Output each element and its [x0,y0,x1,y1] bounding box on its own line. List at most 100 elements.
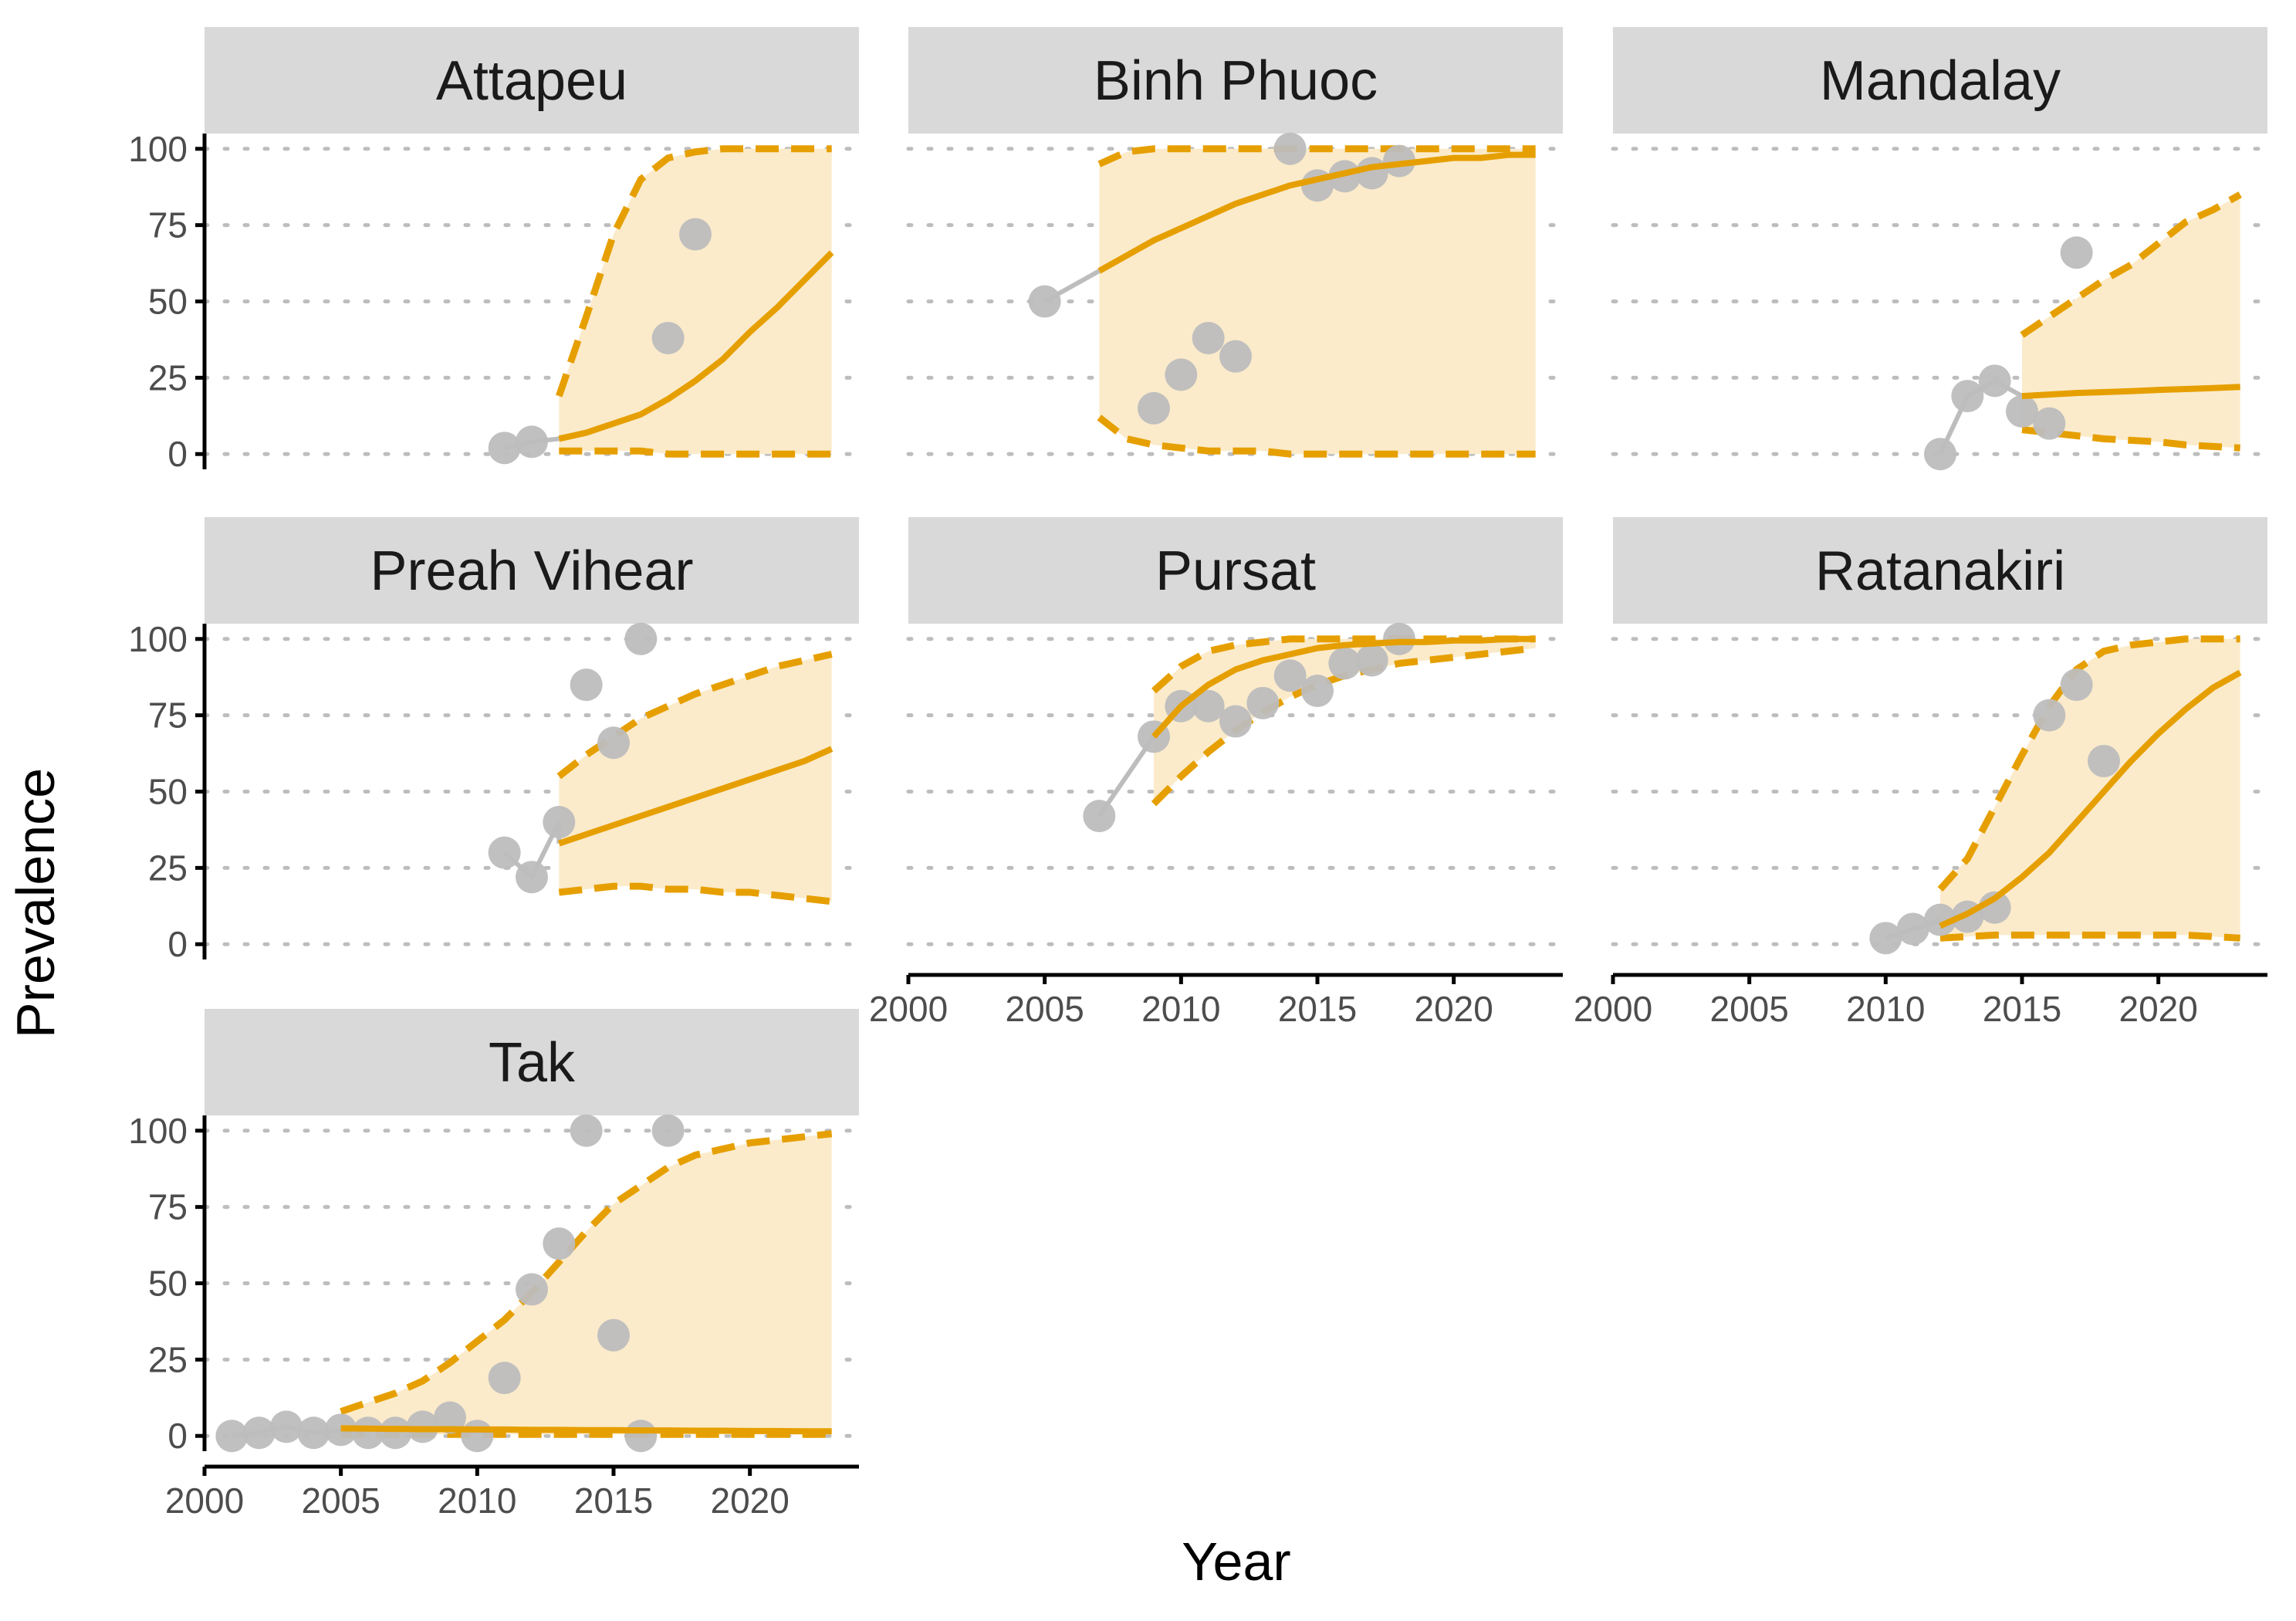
observed-point [1192,321,1225,354]
x-tick-label: 2020 [710,1481,789,1521]
observed-point [1301,675,1334,707]
y-tick-label: 50 [148,282,188,322]
observed-point [297,1416,330,1450]
x-tick-label: 2000 [165,1481,244,1521]
observed-point [597,1318,630,1352]
lower-bound-line-binh-phuoc [1097,415,1536,458]
strip-label-mandalay: Mandalay [1820,50,2061,112]
median-line-attapeu [558,250,834,442]
y-tick-label: 100 [128,619,188,659]
x-tick-label: 2015 [1278,989,1357,1029]
y-tick-label: 50 [148,1264,188,1304]
x-tick-label: 2015 [1983,989,2061,1029]
x-tick-label: 2000 [869,989,948,1029]
panel-binh-phuoc: Binh Phuoc [906,27,1565,458]
x-tick-label: 2005 [1005,989,1084,1029]
observed-point [516,425,548,459]
observed-point [488,1362,521,1395]
observed-point [1165,358,1198,391]
observed-point [1924,903,1956,936]
observed-point [516,861,548,894]
panel-ratanakiri: Ratanakiri 2000 2005 2010 2015 2020 [1574,517,2270,1029]
strip-label-tak: Tak [489,1032,576,1094]
observed-point [651,1114,685,1147]
observed-point [624,1420,658,1453]
lower-bound-line-preah-vihear [558,882,833,905]
panel-attapeu: Attapeu 0 25 50 75 100 [128,27,861,474]
x-tick-label: 2005 [301,1481,380,1521]
strip-pursat [908,517,1563,624]
y-axis-title: Prevalence [5,768,66,1038]
y-tick-label: 0 [167,924,188,964]
y-tick-label: 75 [148,205,188,245]
y-tick-label: 0 [167,434,188,474]
x-tick-label: 2020 [1414,989,1493,1029]
x-axis-title: Year [1182,1531,1290,1592]
observed-point [352,1416,384,1450]
panels-layer: Attapeu 0 25 50 75 100 Binh Phuoc Mandalay Preah… [128,27,2270,1521]
upper-bound-line-ratanakiri [1937,635,2240,892]
observed-point [1273,659,1307,692]
y-tick-label: 25 [148,848,188,888]
observed-point [1219,705,1252,738]
observed-point [488,431,521,465]
observed-point [1192,689,1225,723]
x-tick-label: 2000 [1574,989,1652,1029]
observed-point [1138,391,1170,425]
panel-mandalay: Mandalay [1611,27,2270,471]
interval-ribbon-attapeu [559,148,832,455]
strip-preah-vihear [205,517,859,624]
upper-bound-line-tak [340,1130,833,1415]
interval-ribbon-pursat [1154,638,1536,804]
strip-label-pursat: Pursat [1155,540,1316,602]
median-line-binh-phuoc [1097,151,1536,274]
strip-mandalay [1613,27,2267,134]
observed-point [1978,364,2011,398]
observed-point [1083,800,1116,833]
observed-point [1896,912,1929,946]
upper-bound-line-binh-phuoc [1097,145,1536,168]
median-line-mandalay [2021,384,2240,400]
x-tick-label: 2010 [1846,989,1925,1029]
observed-point [2088,744,2120,777]
observed-point [2006,394,2038,428]
observed-point [242,1416,276,1450]
observed-point [215,1420,249,1453]
y-tick-label: 100 [128,1111,188,1151]
observed-point [1869,922,1902,955]
observed-point [2033,699,2066,732]
observed-point [1951,380,1984,413]
lower-bound-line-ratanakiri [1939,931,2240,942]
upper-bound-line-attapeu [556,145,832,398]
x-tick-label: 2005 [1709,989,1788,1029]
observed-point [2060,668,2093,702]
y-tick-label: 50 [148,772,188,812]
strip-ratanakiri [1613,517,2267,624]
observed-point [624,622,658,655]
observed-point [651,321,685,354]
x-tick-label: 2020 [2118,989,2197,1029]
interval-ribbon-tak [340,1133,832,1435]
lower-bound-line-attapeu [559,447,832,458]
panel-preah-vihear: Preah Vihear 0 25 50 75 100 [128,517,861,964]
panel-pursat: Pursat 2000 2005 2010 2015 2020 [869,517,1565,1029]
observed-point [1028,285,1061,318]
observed-point [570,1114,603,1147]
median-line-pursat [1151,635,1536,739]
y-tick-label: 25 [148,1339,188,1379]
y-tick-label: 0 [167,1416,188,1456]
panel-tak: Tak 0 25 50 75 100 2000 2005 2010 2015 2020 [128,1009,861,1521]
observed-point [2060,236,2093,269]
observed-point [270,1410,303,1443]
x-tick-label: 2010 [1141,989,1220,1029]
observed-point [1273,132,1307,165]
strip-tak [205,1009,859,1115]
observed-point [488,836,521,869]
y-tick-label: 100 [128,129,188,169]
upper-bound-line-mandalay [2020,191,2242,338]
strip-attapeu [205,27,859,134]
observed-point [2033,407,2066,440]
strip-label-attapeu: Attapeu [436,50,627,112]
interval-ribbon-mandalay [2022,195,2240,448]
